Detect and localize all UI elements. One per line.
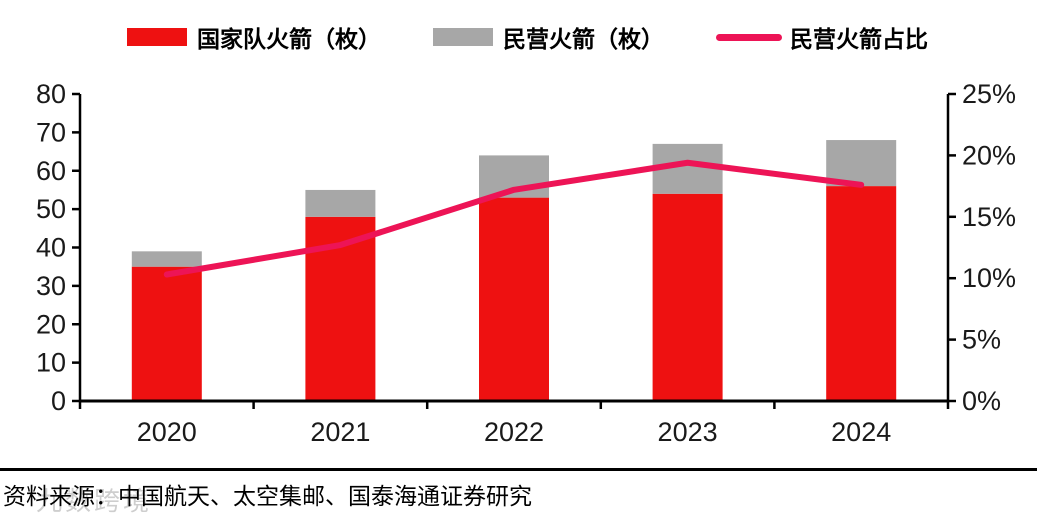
bar-state-2020 xyxy=(131,266,202,401)
right-tick-label: 25% xyxy=(962,79,1016,109)
left-tick-label: 80 xyxy=(36,79,66,109)
left-tick-label: 30 xyxy=(36,271,66,301)
private-rockets-label: 民营火箭（枚） xyxy=(503,26,664,52)
footer-divider xyxy=(0,468,1037,471)
legend-item-private-share: 民营火箭占比 xyxy=(716,20,928,54)
right-tick-label: 10% xyxy=(962,263,1016,293)
bar-private-2024 xyxy=(826,140,897,187)
bar-private-2021 xyxy=(305,189,376,217)
private-share-line xyxy=(163,159,865,278)
left-tick-label: 40 xyxy=(36,233,66,263)
x-label-2022: 2022 xyxy=(484,417,544,447)
bar-private-2020 xyxy=(131,251,202,267)
left-tick-label: 10 xyxy=(36,348,66,378)
private-share-label: 民营火箭占比 xyxy=(790,26,928,52)
left-tick-label: 70 xyxy=(36,117,66,147)
combo-chart: 0 10 20 30 40 50 60 70 80 0% 5% 10% 15% 20% 25% 2020 202… xyxy=(36,79,1016,447)
private-rockets-swatch xyxy=(433,28,493,46)
x-label-2023: 2023 xyxy=(658,417,718,447)
legend: 国家队火箭（枚） 民营火箭（枚） 民营火箭占比 xyxy=(127,20,1017,54)
x-label-2024: 2024 xyxy=(831,417,891,447)
watermark: 九数跨境 xyxy=(36,486,153,515)
private-share-line-swatch xyxy=(716,33,782,41)
state-rockets-label: 国家队火箭（枚） xyxy=(197,26,381,52)
bar-state-2022 xyxy=(479,197,549,401)
left-tick-label: 60 xyxy=(36,156,66,186)
right-tick-label: 0% xyxy=(962,386,1001,416)
legend-item-private-rockets: 民营火箭（枚） xyxy=(433,20,664,54)
state-rockets-swatch xyxy=(127,28,187,46)
bar-state-2023 xyxy=(652,193,723,401)
left-tick-label: 20 xyxy=(36,309,66,339)
legend-item-state-rockets: 国家队火箭（枚） xyxy=(127,20,381,54)
right-tick-label: 15% xyxy=(962,202,1016,232)
left-tick-label: 50 xyxy=(36,194,66,224)
x-label-2020: 2020 xyxy=(137,417,197,447)
right-tick-label: 5% xyxy=(962,325,1001,355)
left-tick-label: 0 xyxy=(51,386,66,416)
x-label-2021: 2021 xyxy=(310,417,370,447)
source-text: 资料来源：中国航天、太空集邮、国泰海通证券研究 xyxy=(3,484,532,509)
bar-state-2024 xyxy=(826,186,897,401)
right-tick-label: 20% xyxy=(962,140,1016,170)
